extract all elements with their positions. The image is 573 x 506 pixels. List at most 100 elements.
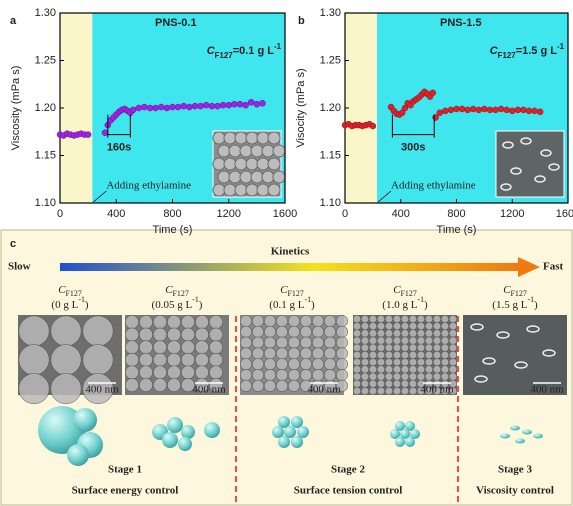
y-tick-label: 1.10 [35, 197, 56, 209]
sem-particle [125, 366, 138, 379]
sem-particle [449, 373, 457, 381]
sem-particle [393, 322, 401, 330]
sem-particle [240, 315, 251, 326]
sem-particle [377, 344, 385, 352]
sem-particle [449, 358, 457, 366]
sem-particle [276, 380, 287, 391]
inset-particle [218, 145, 230, 157]
data-point [153, 105, 159, 111]
data-point [136, 105, 142, 111]
sem-particle [385, 337, 393, 345]
inset-particle [257, 132, 269, 144]
sem-particle [300, 326, 311, 337]
concentration-symbol-part: F127 [511, 289, 527, 298]
inset-particle [246, 158, 258, 170]
sem-particle [336, 337, 347, 348]
inset-particle [257, 158, 269, 170]
sem-particle [401, 380, 409, 388]
sem-particle [377, 330, 385, 338]
inset-particle [246, 184, 258, 196]
sem-particle [353, 351, 361, 359]
sem-particle [409, 387, 417, 395]
sem-particle [240, 326, 251, 337]
sem-particle [393, 387, 401, 395]
sem-particle [240, 337, 251, 348]
sem-particle [181, 341, 194, 354]
inset-particle [235, 132, 247, 144]
sem-particle [401, 358, 409, 366]
inset-particle [229, 171, 241, 183]
sem-particle [385, 330, 393, 338]
data-point [430, 90, 436, 96]
sem-particle [433, 330, 441, 338]
data-point [454, 106, 460, 112]
sem-particle [336, 326, 347, 337]
y-tick-label: 1.25 [35, 54, 56, 66]
sem-particle [385, 358, 393, 366]
sem-particle [139, 366, 152, 379]
sem-particle [449, 344, 457, 352]
sem-particle [377, 315, 385, 323]
sphere [178, 437, 192, 451]
sem-particle [264, 326, 275, 337]
data-point [515, 107, 521, 113]
sem-particle [312, 337, 323, 348]
sphere [278, 416, 290, 428]
sem-particle [51, 373, 81, 403]
concentration-symbol-part: F127 [401, 289, 417, 298]
x-tick-label: 800 [447, 208, 465, 220]
sem-particle [385, 380, 393, 388]
sem-particle [377, 380, 385, 388]
sem-particle [433, 315, 441, 323]
sem-particle [449, 351, 457, 359]
sem-particle [361, 366, 369, 374]
sem-particle [167, 315, 180, 328]
y-tick-label: 1.30 [35, 7, 56, 19]
sem-particle [449, 330, 457, 338]
sem-particle [312, 369, 323, 380]
inset-particle [224, 184, 236, 196]
sem-particle [361, 322, 369, 330]
sem-particle [425, 315, 433, 323]
sem-particle [417, 358, 425, 366]
sem-particle [449, 315, 457, 323]
event-label: Adding ethylamine [106, 180, 191, 192]
sphere [515, 439, 525, 444]
sem-particle [409, 373, 417, 381]
sem-particle [449, 337, 457, 345]
y-tick-label: 1.10 [320, 197, 341, 209]
concentration-value-part: ) [424, 299, 428, 311]
data-point [102, 130, 108, 136]
sem-particle [369, 366, 377, 374]
data-point [243, 102, 249, 108]
sem-particle [288, 369, 299, 380]
concentration-value-part: (1.5 g L [492, 299, 527, 311]
sphere [278, 436, 290, 448]
sem-particle [393, 315, 401, 323]
data-point [437, 110, 443, 116]
sem-particle [125, 353, 138, 366]
data-point [487, 107, 493, 113]
sem-particle [264, 369, 275, 380]
event-label: Adding ethylamine [391, 180, 476, 192]
sem-particle [167, 341, 180, 354]
sphere [162, 432, 178, 448]
sem-particle [209, 315, 222, 328]
sem-particle [377, 358, 385, 366]
sem-particle [393, 366, 401, 374]
inset-particle [273, 171, 285, 183]
sphere [181, 425, 195, 439]
sem-particle [139, 353, 152, 366]
sem-particle [153, 315, 166, 328]
sem-particle [417, 322, 425, 330]
y-tick-label: 1.20 [320, 102, 341, 114]
sem-particle [336, 359, 347, 370]
sem-particle [401, 315, 409, 323]
panel-label: c [10, 238, 16, 250]
data-point [532, 108, 538, 114]
sem-particle [264, 348, 275, 359]
sem-particle [195, 353, 208, 366]
sem-particle [324, 315, 335, 326]
sem-particle [240, 348, 251, 359]
condition-label-part: -1 [274, 42, 282, 51]
